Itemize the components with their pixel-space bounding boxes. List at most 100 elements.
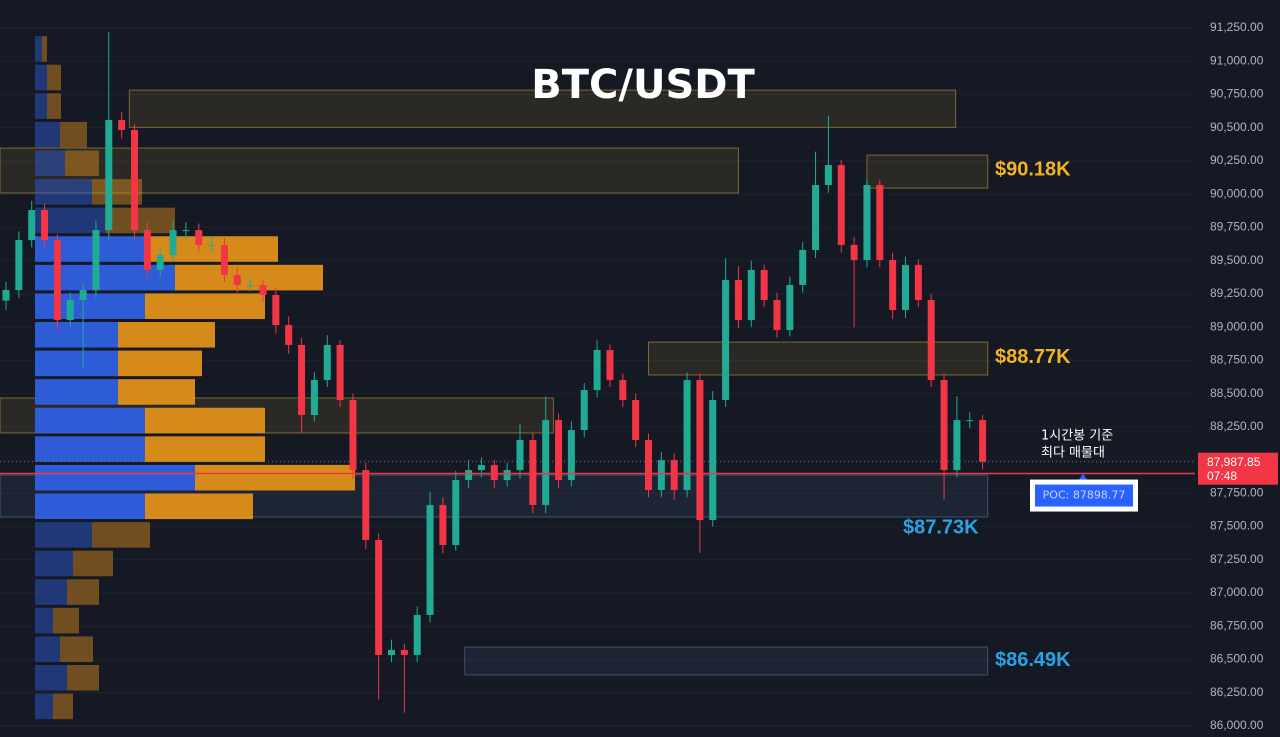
candle-body bbox=[812, 185, 820, 251]
profile-sell bbox=[118, 321, 215, 348]
profile-sell bbox=[60, 121, 87, 148]
profile-buy bbox=[35, 693, 53, 720]
candle-body bbox=[979, 420, 987, 462]
y-tick-label: 87,500.00 bbox=[1210, 519, 1264, 533]
profile-sell bbox=[145, 436, 265, 462]
y-tick-label: 88,750.00 bbox=[1210, 353, 1264, 367]
y-tick-label: 86,750.00 bbox=[1210, 618, 1264, 632]
profile-buy bbox=[35, 636, 60, 663]
candle-body bbox=[465, 470, 473, 481]
candle-body bbox=[927, 300, 935, 381]
profile-sell bbox=[67, 665, 99, 691]
candle-body bbox=[747, 269, 755, 321]
candle-body bbox=[208, 244, 216, 246]
y-tick-label: 90,500.00 bbox=[1210, 120, 1264, 134]
level-label: $86.49K bbox=[995, 649, 1071, 671]
candle-body bbox=[876, 185, 884, 261]
price-axis bbox=[1195, 0, 1280, 737]
poc-box bbox=[1035, 484, 1133, 507]
candle-body bbox=[246, 284, 254, 286]
candle-body bbox=[285, 325, 293, 345]
profile-sell bbox=[118, 350, 202, 377]
level-label: $88.77K bbox=[995, 346, 1071, 368]
profile-sell bbox=[42, 36, 47, 62]
y-tick-label: 86,500.00 bbox=[1210, 652, 1264, 666]
profile-sell bbox=[145, 493, 253, 520]
profile-buy bbox=[35, 436, 145, 462]
candle-body bbox=[66, 300, 74, 321]
candle-body bbox=[966, 420, 974, 422]
y-tick-label: 88,500.00 bbox=[1210, 386, 1264, 400]
candles bbox=[2, 31, 987, 713]
profile-buy bbox=[35, 493, 145, 520]
profile-buy bbox=[35, 407, 145, 434]
zone bbox=[866, 154, 989, 189]
candle-body bbox=[388, 649, 395, 656]
profile-buy bbox=[35, 179, 92, 205]
candle-body bbox=[118, 120, 126, 130]
candle-body bbox=[259, 284, 267, 295]
y-tick-label: 87,250.00 bbox=[1210, 552, 1264, 566]
profile-sell bbox=[195, 464, 355, 491]
profile-sell bbox=[145, 293, 265, 319]
candle-body bbox=[452, 480, 460, 546]
candle-body bbox=[477, 465, 485, 471]
candle-body bbox=[722, 280, 730, 401]
profile-sell bbox=[105, 207, 175, 234]
candle-body bbox=[632, 400, 640, 441]
candle-body bbox=[824, 165, 832, 186]
candle-body bbox=[272, 294, 280, 326]
chart-title: BTC/USDT bbox=[531, 62, 755, 108]
candle-body bbox=[2, 290, 10, 301]
candle-body bbox=[889, 260, 897, 310]
note: 최다 매물대 bbox=[1041, 446, 1105, 461]
y-tick-label: 89,500.00 bbox=[1210, 253, 1264, 267]
y-tick-label: 91,000.00 bbox=[1210, 53, 1264, 67]
candle-body bbox=[645, 440, 652, 491]
candle-body bbox=[53, 240, 61, 321]
profile-sell bbox=[53, 693, 73, 720]
candle-body bbox=[439, 505, 447, 546]
profile-buy bbox=[35, 607, 53, 634]
y-tick-label: 87,750.00 bbox=[1210, 486, 1264, 500]
y-tick-label: 89,250.00 bbox=[1210, 286, 1264, 300]
candle-body bbox=[298, 344, 306, 416]
profile-sell bbox=[47, 93, 61, 119]
candle-body bbox=[850, 244, 858, 261]
candle-body bbox=[169, 230, 177, 256]
candle-body bbox=[503, 470, 511, 481]
candle-body bbox=[362, 470, 370, 540]
candle-body bbox=[15, 240, 23, 291]
candle-body bbox=[529, 440, 537, 506]
candle-body bbox=[773, 300, 781, 331]
profile-sell bbox=[60, 636, 93, 663]
profile-buy bbox=[35, 121, 60, 148]
candle-body bbox=[516, 440, 524, 471]
candle-body bbox=[914, 264, 922, 301]
y-tick-label: 90,750.00 bbox=[1210, 87, 1264, 101]
profile-sell bbox=[145, 407, 265, 434]
candle-body bbox=[195, 230, 203, 245]
y-tick-label: 89,000.00 bbox=[1210, 319, 1264, 333]
candle-body bbox=[92, 230, 100, 291]
profile-sell bbox=[175, 264, 323, 291]
y-tick-label: 90,000.00 bbox=[1210, 186, 1264, 200]
note: 1시간봉 기준 bbox=[1041, 429, 1113, 444]
candle-body bbox=[580, 390, 588, 431]
candle-body bbox=[619, 380, 627, 401]
zone bbox=[464, 646, 989, 676]
candle-body bbox=[837, 165, 845, 245]
candle-body bbox=[413, 614, 421, 656]
candle-body bbox=[220, 244, 228, 276]
candle-body bbox=[233, 275, 241, 285]
poc-label: POC: 87898.77 bbox=[1043, 489, 1126, 502]
candle-body bbox=[336, 344, 344, 401]
price-axis-labels: 86,000.00 86,250.00 86,500.00 86,750.00 87,0… bbox=[1198, 20, 1278, 732]
y-tick-label: 91,250.00 bbox=[1210, 20, 1264, 34]
profile-buy bbox=[35, 93, 47, 119]
candle-body bbox=[902, 264, 909, 310]
candle-body bbox=[28, 210, 36, 241]
candle-body bbox=[400, 649, 408, 656]
